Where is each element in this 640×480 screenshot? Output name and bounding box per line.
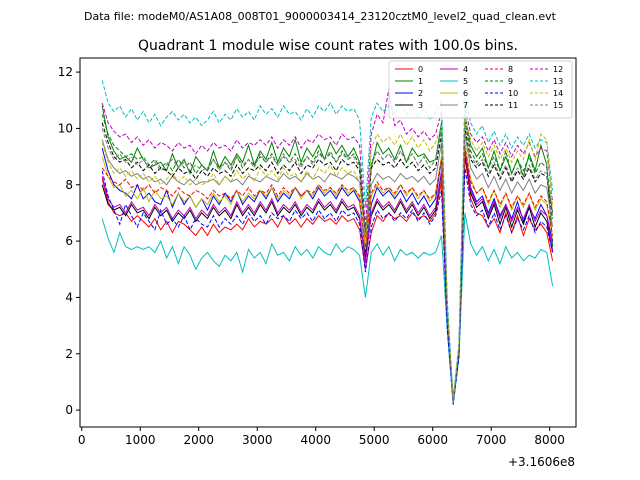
legend-label-2: 2 <box>418 89 423 98</box>
x-tick-label: 6000 <box>417 433 448 447</box>
data-file-header: Data file: modeM0/AS1A08_008T01_90000034… <box>84 10 557 23</box>
y-axis: 0 2 4 6 8 10 12 <box>58 65 80 417</box>
y-tick-label: 12 <box>58 65 73 79</box>
x-tick-label: 2000 <box>183 433 214 447</box>
y-tick-label: 2 <box>65 347 73 361</box>
legend-label-15: 15 <box>553 101 563 110</box>
series-line-1 <box>101 105 554 399</box>
legend-label-13: 13 <box>553 77 563 86</box>
legend-label-9: 9 <box>508 77 513 86</box>
legend-label-8: 8 <box>508 65 513 74</box>
series-line-14 <box>101 117 554 402</box>
series-line-3 <box>101 153 554 402</box>
x-axis: 0 1000 2000 3000 4000 5000 6000 7000 8000 <box>78 427 565 447</box>
legend-label-6: 6 <box>463 89 468 98</box>
series-line-8 <box>101 148 554 402</box>
legend-label-1: 1 <box>418 77 423 86</box>
y-tick-label: 8 <box>65 178 73 192</box>
series-line-6 <box>101 142 554 402</box>
x-tick-label: 7000 <box>476 433 507 447</box>
legend-label-5: 5 <box>463 77 468 86</box>
series-line-9 <box>101 114 554 402</box>
legend-frame <box>388 60 573 119</box>
series-line-7 <box>101 134 554 402</box>
series-line-13 <box>101 80 554 399</box>
plot-frame <box>79 57 577 428</box>
legend-label-0: 0 <box>418 65 423 74</box>
x-offset-label: +3.1606e8 <box>508 455 575 469</box>
x-tick-label: 0 <box>78 433 86 447</box>
y-tick-label: 10 <box>58 121 73 135</box>
legend-label-14: 14 <box>553 89 563 98</box>
series-line-10 <box>101 167 554 405</box>
x-tick-label: 8000 <box>534 433 565 447</box>
series-line-12 <box>101 88 554 402</box>
chart-title: Quadrant 1 module wise count rates with … <box>138 38 518 54</box>
legend-label-4: 4 <box>463 65 468 74</box>
x-tick-label: 5000 <box>359 433 390 447</box>
legend-label-7: 7 <box>463 101 468 110</box>
series-line-15 <box>101 122 554 402</box>
y-tick-label: 6 <box>65 234 73 248</box>
series-line-2 <box>101 147 554 402</box>
series-line-0 <box>101 156 554 402</box>
legend-label-12: 12 <box>553 65 563 74</box>
series-line-5 <box>101 212 554 405</box>
plot-area <box>101 80 554 405</box>
legend-label-11: 11 <box>508 101 518 110</box>
y-tick-label: 0 <box>65 403 73 417</box>
series-line-11 <box>101 122 554 402</box>
x-tick-label: 4000 <box>300 433 331 447</box>
legend-label-10: 10 <box>508 89 518 98</box>
x-tick-label: 3000 <box>242 433 273 447</box>
legend-label-3: 3 <box>418 101 423 110</box>
series-line-4 <box>101 150 554 402</box>
x-tick-label: 1000 <box>125 433 156 447</box>
y-tick-label: 4 <box>65 290 73 304</box>
